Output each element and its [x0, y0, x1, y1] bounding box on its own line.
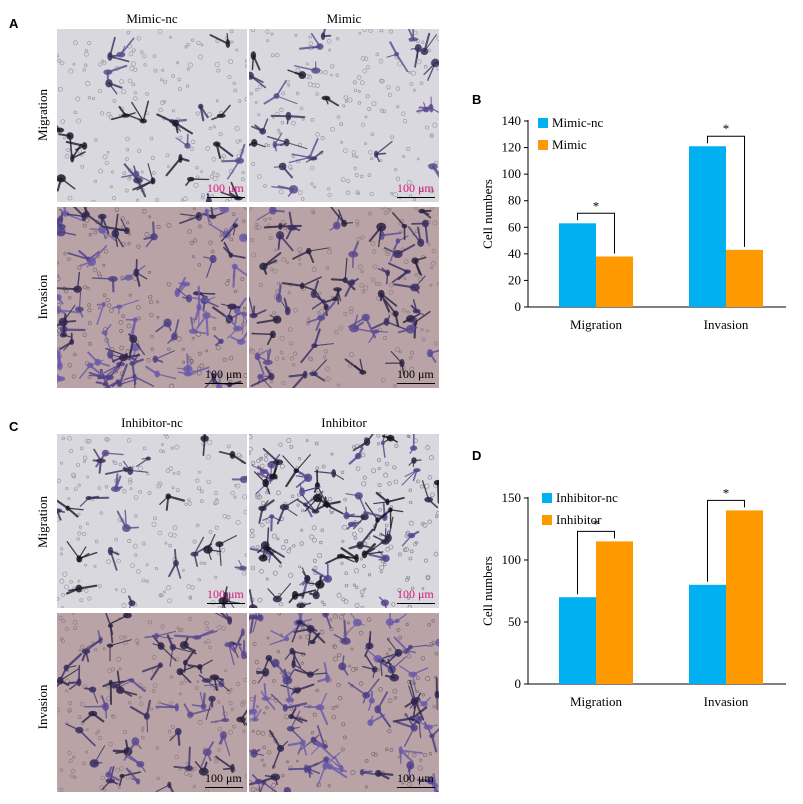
column-label-mimic: Mimic [326, 11, 362, 26]
scale-bar-label: 100 μm [205, 367, 242, 381]
row-label-invasion-c: Invasion [35, 684, 50, 730]
y-tick-label: 100 [502, 552, 522, 567]
significance-star: * [593, 516, 600, 531]
y-axis-label: Cell numbers [480, 556, 495, 626]
y-tick-label: 100 [502, 166, 522, 181]
y-tick-label: 20 [508, 272, 521, 287]
scale-bar-label: 100 μm [205, 771, 242, 785]
bar-inhibitor-nc-invasion [689, 584, 726, 684]
bar-mimic-invasion [726, 249, 763, 307]
x-tick-label: Migration [570, 317, 622, 332]
bar-inhibitor-nc-migration [559, 597, 596, 684]
scale-bar-label: 100 μm [397, 367, 434, 381]
micrograph-migration-inhibitor-nc: 100 μm [57, 434, 247, 608]
micrograph-invasion-inhibitor-nc: 100 μm [57, 613, 247, 792]
legend-label: Mimic-nc [552, 115, 603, 130]
chart-b-svg: 0 20 40 60 80 100 120 140 Cell numbers Migration *… [480, 113, 786, 332]
y-tick-label: 140 [502, 113, 522, 128]
scale-bar-label: 100 μm [207, 181, 244, 195]
scale-bar-label: 100 μm [207, 587, 244, 601]
legend-label: Inhibitor [556, 512, 602, 527]
scale-bar [397, 197, 435, 198]
legend-swatch [538, 118, 548, 128]
scale-bar [207, 197, 245, 198]
y-tick-label: 80 [508, 193, 521, 208]
chart-d: 0 50 100 150 Cell numbers Migration * Invasion *… [470, 476, 800, 716]
x-tick-label: Invasion [704, 694, 749, 709]
significance-star: * [593, 198, 600, 213]
legend-label: Mimic [552, 137, 587, 152]
y-tick-label: 0 [515, 676, 522, 691]
panel-letter-b: B [472, 92, 482, 107]
significance-bracket [577, 212, 615, 254]
significance-star: * [723, 485, 730, 500]
y-tick-label: 60 [508, 219, 521, 234]
column-label-inhibitor: Inhibitor [321, 415, 367, 430]
column-label-mimic-nc: Mimic-nc [126, 11, 178, 26]
chart-b: 0 20 40 60 80 100 120 140 Cell numbers Migration *… [470, 100, 800, 340]
significance-star: * [723, 121, 730, 136]
scale-bar-label: 100 μm [397, 587, 434, 601]
scale-bar [205, 383, 243, 384]
scale-bar-label: 100 μm [397, 181, 434, 195]
panel-letter-d: D [472, 448, 482, 463]
scale-bar-label: 100 μm [397, 771, 434, 785]
legend-swatch [542, 515, 552, 525]
row-label-invasion-a: Invasion [35, 274, 50, 320]
micrograph-invasion-mimic-nc: 100 μm [57, 207, 247, 388]
bar-mimic-migration [596, 256, 633, 307]
micrograph-migration-inhibitor: 100 μm [249, 434, 439, 608]
y-tick-label: 50 [508, 614, 521, 629]
panel-letter-a: A [9, 16, 19, 31]
y-axis-label: Cell numbers [480, 179, 495, 249]
legend-swatch [538, 140, 548, 150]
y-tick-label: 0 [515, 299, 522, 314]
chart-d-svg: 0 50 100 150 Cell numbers Migration * Invasion *… [480, 485, 786, 709]
micrograph-invasion-mimic: 100 μm [249, 207, 439, 388]
significance-bracket [707, 135, 745, 247]
bar-inhibitor-migration [596, 541, 633, 684]
scale-bar [397, 603, 435, 604]
micrograph-migration-mimic-nc: 100 μm [57, 29, 247, 202]
scale-bar [397, 383, 435, 384]
row-label-migration-a: Migration [35, 89, 50, 141]
legend-label: Inhibitor-nc [556, 490, 618, 505]
bar-mimic-nc-migration [559, 223, 596, 307]
bar-mimic-nc-invasion [689, 146, 726, 307]
panel-letter-c: C [9, 419, 19, 434]
column-label-inhibitor-nc: Inhibitor-nc [121, 415, 183, 430]
scale-bar [397, 787, 435, 788]
micrograph-invasion-inhibitor: 100 μm [249, 613, 439, 792]
y-tick-label: 120 [502, 140, 522, 155]
significance-bracket [577, 530, 615, 595]
x-tick-label: Invasion [704, 317, 749, 332]
bar-inhibitor-invasion [726, 510, 763, 684]
scale-bar [205, 787, 243, 788]
significance-bracket [707, 499, 745, 582]
y-tick-label: 40 [508, 246, 521, 261]
legend-swatch [542, 493, 552, 503]
row-label-migration-c: Migration [35, 496, 50, 548]
micrograph-migration-mimic: 100 μm [249, 29, 439, 202]
scale-bar [207, 603, 245, 604]
y-tick-label: 150 [502, 490, 522, 505]
x-tick-label: Migration [570, 694, 622, 709]
